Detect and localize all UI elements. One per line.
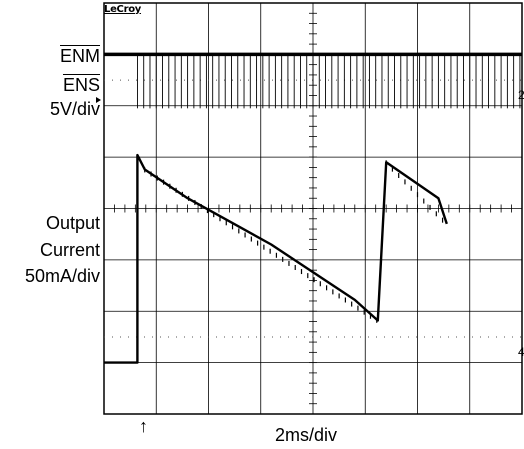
traces [104,52,522,364]
ch1-ref-marker: 2 [518,88,524,102]
ch1-offset-marker [96,97,101,103]
output-label: Output [45,213,100,233]
ch2-scale-label: 50mA/div [24,266,100,286]
ens-label: ENS [62,75,100,95]
current-label: Current [39,240,100,260]
ch1-scale-label: 5V/div [49,99,100,119]
timebase-label: 2ms/div [275,425,338,445]
enm-label: ENM [60,46,100,66]
trigger-arrow-icon: ↑ [139,416,148,436]
ch2-ref-marker: 4 [518,345,524,359]
output-current-trace [104,153,448,364]
lecroy-logo: LeCroy [104,4,142,15]
